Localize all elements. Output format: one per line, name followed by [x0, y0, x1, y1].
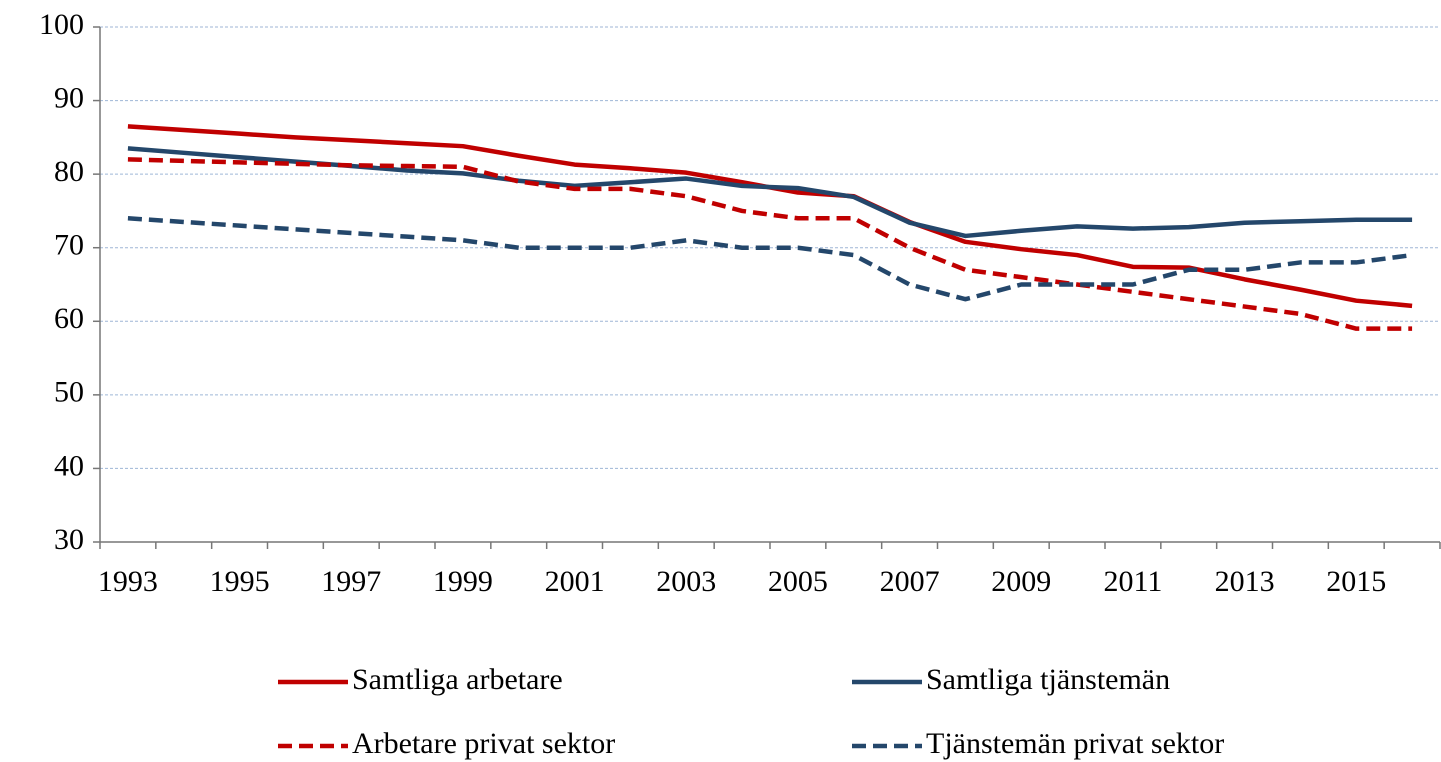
legend-label: Arbetare privat sektor [352, 727, 615, 760]
x-tick-label: 1999 [433, 565, 493, 598]
x-tick-label: 1997 [321, 565, 381, 598]
legend-label: Samtliga arbetare [352, 663, 563, 696]
series-line [127, 124, 1413, 309]
series-line [127, 216, 1413, 302]
x-tick-label: 2013 [1215, 565, 1275, 598]
y-tick-label: 70 [54, 229, 84, 262]
x-tick-label: 2003 [656, 565, 716, 598]
x-tick-label: 2005 [768, 565, 828, 598]
series-line [127, 146, 1413, 239]
x-tick-label: 2011 [1103, 565, 1162, 598]
legend-label: Samtliga tjänstemän [926, 663, 1170, 696]
legend-label: Tjänstemän privat sektor [926, 727, 1224, 760]
y-tick-label: 50 [54, 376, 84, 409]
y-tick-label: 60 [54, 302, 84, 335]
y-tick-label: 100 [39, 8, 84, 41]
x-tick-label: 2001 [545, 565, 605, 598]
x-tick-label: 1995 [210, 565, 270, 598]
y-tick-label: 40 [54, 449, 84, 482]
y-tick-label: 90 [54, 81, 84, 114]
y-tick-label: 30 [54, 523, 84, 556]
x-tick-label: 1993 [98, 565, 158, 598]
y-tick-label: 80 [54, 155, 84, 188]
x-tick-label: 2007 [880, 565, 940, 598]
series-line [127, 157, 1413, 331]
x-tick-label: 2015 [1326, 565, 1386, 598]
x-tick-label: 2009 [991, 565, 1051, 598]
